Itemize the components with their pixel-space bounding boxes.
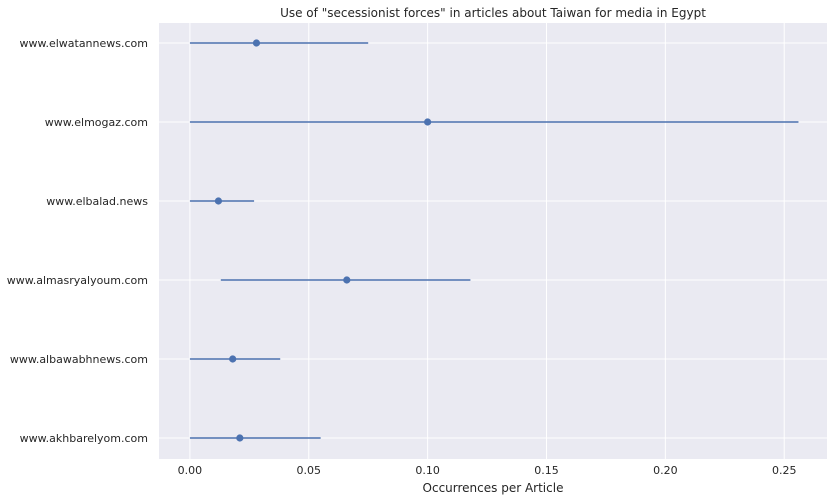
x-axis-label: Occurrences per Article bbox=[423, 481, 564, 495]
y-tick-label: www.albawabhnews.com bbox=[10, 353, 148, 366]
y-tick-label: www.elbalad.news bbox=[46, 195, 148, 208]
x-tick-labels: 0.00 0.05 0.10 0.15 0.20 0.25 bbox=[178, 464, 797, 477]
data-point bbox=[236, 434, 244, 442]
data-point bbox=[229, 355, 237, 363]
chart-title: Use of "secessionist forces" in articles… bbox=[280, 6, 706, 20]
data-point bbox=[252, 39, 261, 47]
y-tick-label: www.almasryalyoum.com bbox=[7, 274, 148, 287]
plot-area bbox=[159, 23, 827, 459]
data-point bbox=[214, 197, 223, 205]
x-tick-label: 0.05 bbox=[297, 464, 322, 477]
x-tick-label: 0.10 bbox=[415, 464, 440, 477]
x-tick-label: 0.00 bbox=[178, 464, 203, 477]
data-points bbox=[214, 39, 432, 442]
y-tick-label: www.akhbarelyom.com bbox=[20, 432, 148, 445]
y-tick-label: www.elmogaz.com bbox=[45, 116, 148, 129]
x-tick-label: 0.15 bbox=[534, 464, 559, 477]
y-tick-label: www.elwatannews.com bbox=[19, 37, 148, 50]
x-tick-label: 0.20 bbox=[653, 464, 678, 477]
x-tick-label: 0.25 bbox=[772, 464, 797, 477]
y-tick-labels: www.elwatannews.com www.elmogaz.com www.el… bbox=[7, 37, 148, 445]
data-point bbox=[424, 118, 432, 126]
data-point bbox=[343, 276, 351, 284]
